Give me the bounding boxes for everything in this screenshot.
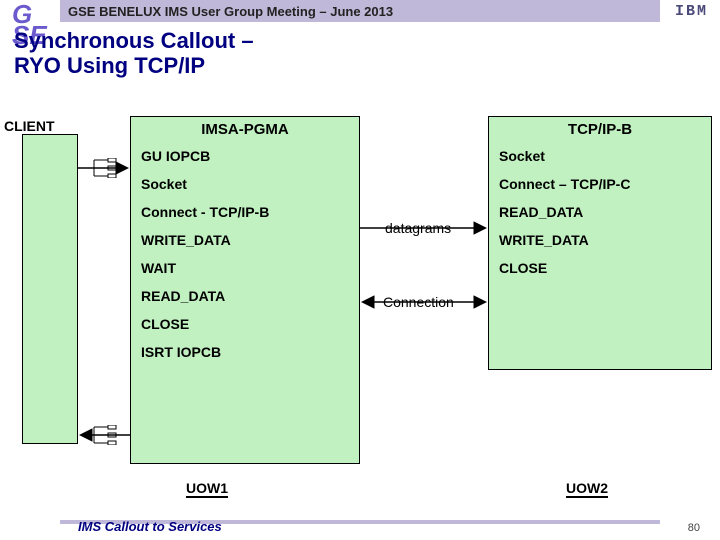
imsa-item: WRITE_DATA: [131, 226, 359, 254]
datagrams-label: datagrams: [385, 220, 451, 236]
page-number: 80: [688, 522, 700, 534]
imsa-item: ISRT IOPCB: [131, 338, 359, 366]
comb-connector-icon: [82, 425, 126, 445]
comb-connector-icon: [82, 158, 126, 178]
header-bar: GSE BENELUX IMS User Group Meeting – Jun…: [60, 0, 660, 22]
imsa-box: IMSA-PGMA GU IOPCB Socket Connect - TCP/…: [130, 116, 360, 464]
page-title: Synchronous Callout – RYO Using TCP/IP: [14, 28, 254, 79]
client-label: CLIENT: [4, 118, 55, 134]
footer-text: IMS Callout to Services: [78, 519, 222, 534]
ibm-logo: IBM: [675, 3, 708, 20]
tcpip-item: READ_DATA: [489, 198, 711, 226]
tcpip-item: Socket: [489, 142, 711, 170]
tcpip-item: CLOSE: [489, 254, 711, 282]
imsa-item: CLOSE: [131, 310, 359, 338]
tcpip-item: Connect – TCP/IP-C: [489, 170, 711, 198]
connection-label: Connection: [383, 294, 454, 310]
client-box: [22, 134, 78, 444]
uow2-label: UOW2: [566, 480, 608, 498]
imsa-item: GU IOPCB: [131, 142, 359, 170]
imsa-item: Socket: [131, 170, 359, 198]
imsa-item: READ_DATA: [131, 282, 359, 310]
tcpip-item: WRITE_DATA: [489, 226, 711, 254]
imsa-title: IMSA-PGMA: [131, 117, 359, 142]
imsa-item: Connect - TCP/IP-B: [131, 198, 359, 226]
header-title: GSE BENELUX IMS User Group Meeting – Jun…: [68, 4, 393, 19]
tcpip-title: TCP/IP-B: [489, 117, 711, 142]
imsa-item: WAIT: [131, 254, 359, 282]
uow1-label: UOW1: [186, 480, 228, 498]
tcpip-box: TCP/IP-B Socket Connect – TCP/IP-C READ_…: [488, 116, 712, 370]
